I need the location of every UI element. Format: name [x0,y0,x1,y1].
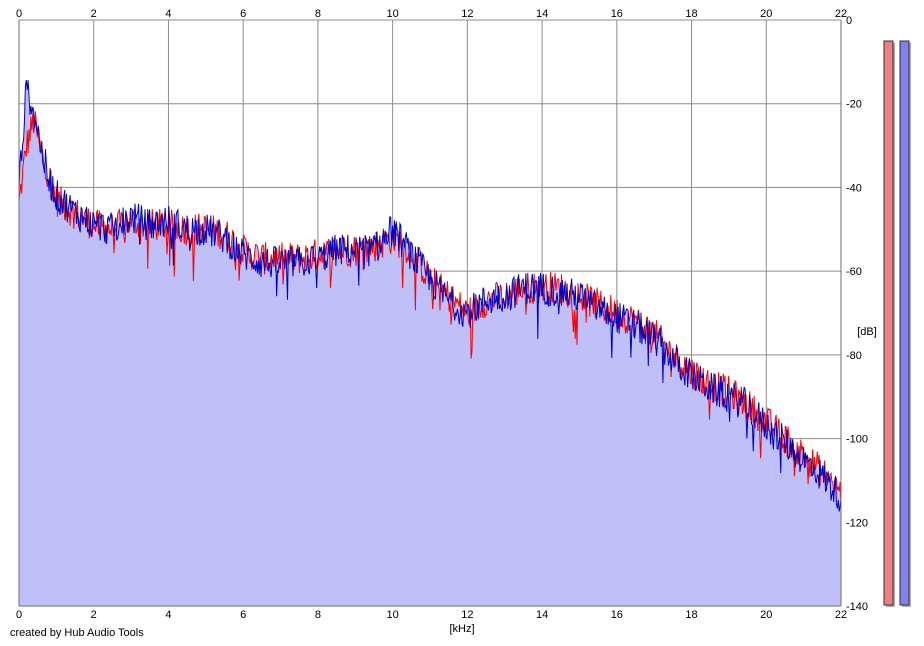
level-meters [883,40,911,607]
x-tick-label-top: 18 [685,8,697,20]
credit-text: created by Hub Audio Tools [10,627,144,639]
x-tick-label-top: 12 [461,8,473,20]
spectrum-fill [19,80,841,607]
y-tick-label: -60 [846,266,862,278]
x-tick-label-top: 22 [835,8,847,20]
y-tick-label: -40 [846,182,862,194]
x-tick-label-top: 10 [387,8,399,20]
x-tick-label-top: 14 [536,8,548,20]
y-tick-label: -20 [846,99,862,111]
x-axis-label: [kHz] [449,623,474,635]
x-tick-label-bottom: 12 [461,609,473,621]
series-line-2 [18,80,842,512]
y-axis-label: [dB] [857,326,877,338]
x-tick-label-bottom: 10 [387,609,399,621]
x-tick-label-bottom: 8 [315,609,321,621]
x-tick-label-top: 2 [91,8,97,20]
x-tick-label-bottom: 2 [91,609,97,621]
x-tick-label-top: 20 [760,8,772,20]
x-tick-label-top: 8 [315,8,321,20]
plot-frame [18,20,842,607]
y-tick-label: -80 [846,350,862,362]
x-tick-label-top: 0 [16,8,22,20]
x-tick-label-bottom: 4 [165,609,171,621]
x-tick-label-bottom: 16 [611,609,623,621]
x-tick-label-bottom: 0 [16,609,22,621]
x-tick-label-bottom: 18 [685,609,697,621]
x-tick-label-bottom: 14 [536,609,548,621]
spectrum-lines [18,80,842,512]
x-tick-label-top: 16 [611,8,623,20]
y-axis-ticks: 0 -20 -40 -60 -80 -100 -120 -140 [846,15,868,613]
spectrum-area [19,80,841,607]
y-tick-label: -120 [846,517,868,529]
y-tick-label: -100 [846,434,868,446]
level-meter-1 [883,40,894,606]
y-tick-label: -140 [846,601,868,613]
x-tick-label-bottom: 6 [240,609,246,621]
x-tick-label-bottom: 20 [760,609,772,621]
x-tick-label-top: 4 [165,8,171,20]
level-meter-2 [899,40,910,606]
y-tick-label: 0 [846,15,852,27]
x-tick-label-bottom: 22 [835,609,847,621]
x-tick-label-top: 6 [240,8,246,20]
